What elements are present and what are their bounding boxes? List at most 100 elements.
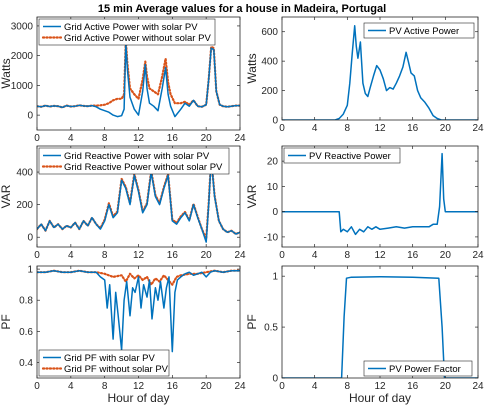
x-tick-label: 8 — [102, 133, 108, 144]
x-tick-label: 20 — [201, 381, 213, 392]
series-line-1 — [37, 158, 240, 243]
x-tick-label: 0 — [34, 250, 40, 261]
y-tick-label: 10 — [267, 182, 279, 193]
y-tick-label: 1 — [27, 265, 33, 276]
x-tick-label: 20 — [440, 250, 452, 261]
series-line-1 — [282, 275, 478, 378]
series-line-1 — [37, 269, 240, 353]
x-tick-label: 0 — [34, 381, 40, 392]
x-tick-label: 24 — [234, 381, 246, 392]
series-line-1 — [282, 25, 478, 120]
x-tick-label: 4 — [68, 133, 74, 144]
legend-entry: PV Active Power — [389, 26, 459, 37]
legend-entry: Grid Reactive Power with solar PV — [64, 151, 210, 162]
x-tick-label: 16 — [167, 250, 179, 261]
x-tick-label: 20 — [440, 381, 452, 392]
figure-title: 15 min Average values for a house in Mad… — [98, 3, 386, 15]
x-tick-label: 12 — [133, 250, 145, 261]
x-tick-label: 4 — [312, 381, 318, 392]
series-line-1 — [282, 152, 478, 236]
chart-pv-pf: 0 4 8 12 16 20 24 0 0.5 1 PF Hour of day PV Power Fa… — [245, 265, 484, 405]
y-tick-label: 0.5 — [264, 323, 278, 334]
y-tick-label: 0.8 — [19, 296, 33, 307]
y-tick-label: 2000 — [11, 51, 34, 62]
y-tick-label: 200 — [261, 86, 278, 97]
legend-entry: PV Power Factor — [389, 364, 461, 375]
x-tick-label: 4 — [68, 381, 74, 392]
y-axis-label: Watts — [245, 53, 259, 83]
chart-pv-active: 0 4 8 12 16 20 24 0 200 400 600 Watts PV Active Powe… — [245, 16, 484, 134]
legend: PV Power Factor — [363, 360, 473, 377]
x-tick-label: 12 — [374, 250, 386, 261]
y-tick-label: 0 — [272, 207, 278, 218]
x-tick-label: 4 — [68, 250, 74, 261]
x-tick-label: 20 — [440, 123, 452, 134]
y-tick-label: 0 — [272, 116, 278, 127]
y-tick-label: 0 — [272, 374, 278, 385]
legend-box — [363, 22, 475, 39]
x-tick-label: 8 — [345, 250, 351, 261]
y-tick-label: 400 — [261, 57, 278, 68]
x-tick-label: 12 — [133, 381, 145, 392]
legend-entry: PV Reactive Power — [309, 151, 391, 162]
y-axis-label: VAR — [245, 184, 259, 208]
legend-box — [38, 18, 216, 46]
x-tick-label: 16 — [167, 133, 179, 144]
series-line-1 — [37, 43, 240, 118]
x-tick-label: 8 — [102, 250, 108, 261]
y-axis-label: VAR — [0, 184, 13, 208]
y-tick-label: 400 — [16, 168, 33, 179]
y-axis-label: Watts — [0, 58, 13, 88]
x-tick-label: 20 — [201, 133, 213, 144]
x-tick-label: 24 — [234, 133, 246, 144]
x-tick-label: 12 — [374, 123, 386, 134]
legend-entry: Grid PF with solar PV — [64, 353, 155, 364]
x-tick-label: 8 — [345, 123, 351, 134]
y-tick-label: 0.4 — [19, 358, 33, 369]
y-tick-label: 0 — [27, 111, 33, 122]
x-axis-label: Hour of day — [349, 391, 411, 405]
x-tick-label: 8 — [102, 381, 108, 392]
legend-entry: Grid Reactive Power without solar PV — [64, 162, 223, 173]
x-tick-label: 16 — [407, 250, 419, 261]
x-tick-label: 12 — [133, 133, 145, 144]
x-tick-label: 20 — [201, 250, 213, 261]
legend-entry: Grid PF without solar PV — [64, 364, 169, 375]
legend: PV Reactive Power — [283, 147, 401, 164]
y-tick-label: 600 — [261, 27, 278, 38]
chart-grid-active: 0 4 8 12 16 20 24 0 1000 2000 3000 Watts Grid Active… — [0, 16, 246, 144]
x-tick-label: 16 — [407, 381, 419, 392]
x-tick-label: 0 — [279, 381, 285, 392]
y-tick-label: 200 — [16, 200, 33, 211]
legend-box — [363, 360, 473, 377]
legend: PV Active Power — [363, 22, 475, 39]
legend-box — [38, 349, 170, 377]
x-tick-label: 24 — [472, 381, 484, 392]
legend-box — [38, 147, 230, 175]
x-tick-label: 16 — [167, 381, 179, 392]
legend-entry: Grid Active Power without solar PV — [64, 33, 211, 44]
x-tick-label: 4 — [312, 250, 318, 261]
x-tick-label: 24 — [472, 250, 484, 261]
y-tick-label: 1000 — [11, 81, 34, 92]
legend-entry: Grid Active Power with solar PV — [64, 22, 198, 33]
chart-grid-pf: 0 4 8 12 16 20 24 0.4 0.6 0.8 1 PF Hour of day Grid P… — [0, 265, 246, 405]
x-tick-label: 12 — [374, 381, 386, 392]
x-tick-label: 0 — [279, 250, 285, 261]
x-tick-label: 24 — [234, 250, 246, 261]
plot-area — [282, 266, 478, 378]
x-tick-label: 0 — [279, 123, 285, 134]
x-tick-label: 16 — [407, 123, 419, 134]
y-tick-label: -10 — [264, 232, 279, 243]
x-axis-label: Hour of day — [107, 391, 169, 405]
y-tick-label: 1 — [272, 272, 278, 283]
y-axis-label: PF — [245, 314, 259, 329]
y-tick-label: 0 — [27, 233, 33, 244]
